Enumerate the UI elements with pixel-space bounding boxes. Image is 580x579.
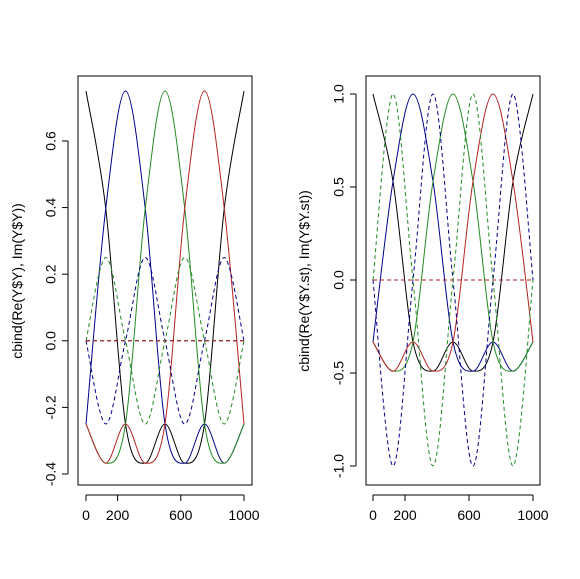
right-y-tick-label-0: -1.0	[331, 454, 347, 478]
left-x-tick-label-0: 0	[82, 507, 90, 523]
left-plot-frame	[77, 75, 253, 486]
right-y-tick-label-2: 0.0	[331, 270, 347, 290]
right-x-tick-label-0: 0	[369, 507, 377, 523]
left-y-tick-label-4: 0.4	[43, 198, 59, 218]
left-y-tick-label-1: -0.2	[43, 395, 59, 419]
left-series-1-line	[85, 90, 245, 464]
right-series-2-line	[372, 93, 534, 372]
right-x-tick-label-2: 600	[457, 507, 481, 523]
left-series-0-line	[85, 90, 245, 464]
right-x-tick-label-3: 1000	[517, 507, 548, 523]
right-y-tick-label-1: -0.5	[331, 361, 347, 385]
right-series-0-line	[372, 93, 534, 372]
left-y-tick-label-2: 0.0	[43, 331, 59, 351]
left-plot-panel: cbind(Re(Y$Y), Im(Y$Y)) 0 200 600 1000 -0.4 -…	[9, 75, 260, 523]
left-y-tick-label-3: 0.2	[43, 264, 59, 284]
right-y-tick-label-3: 0.5	[331, 177, 347, 197]
left-y-tick-label-5: 0.6	[43, 131, 59, 151]
right-y-axis-label: cbind(Re(Y$Y.st), Im(Y$Y.st))	[296, 190, 312, 372]
right-plot-frame	[365, 75, 541, 486]
right-series-1-line	[372, 93, 534, 372]
left-y-axis-label: cbind(Re(Y$Y), Im(Y$Y))	[9, 203, 25, 359]
right-x-tick-label-1: 200	[393, 507, 417, 523]
left-x-tick-label-3: 1000	[228, 507, 259, 523]
left-series-3-line	[85, 90, 245, 464]
right-y-tick-label-4: 1.0	[331, 84, 347, 104]
left-x-tick-label-2: 600	[169, 507, 193, 523]
left-x-tick-label-1: 200	[106, 507, 130, 523]
right-plot-panel: cbind(Re(Y$Y.st), Im(Y$Y.st)) 0 200 600 100…	[296, 75, 549, 523]
left-series-2-line	[85, 90, 245, 464]
right-series-3-line	[372, 93, 534, 372]
left-y-tick-label-0: -0.4	[43, 462, 59, 486]
